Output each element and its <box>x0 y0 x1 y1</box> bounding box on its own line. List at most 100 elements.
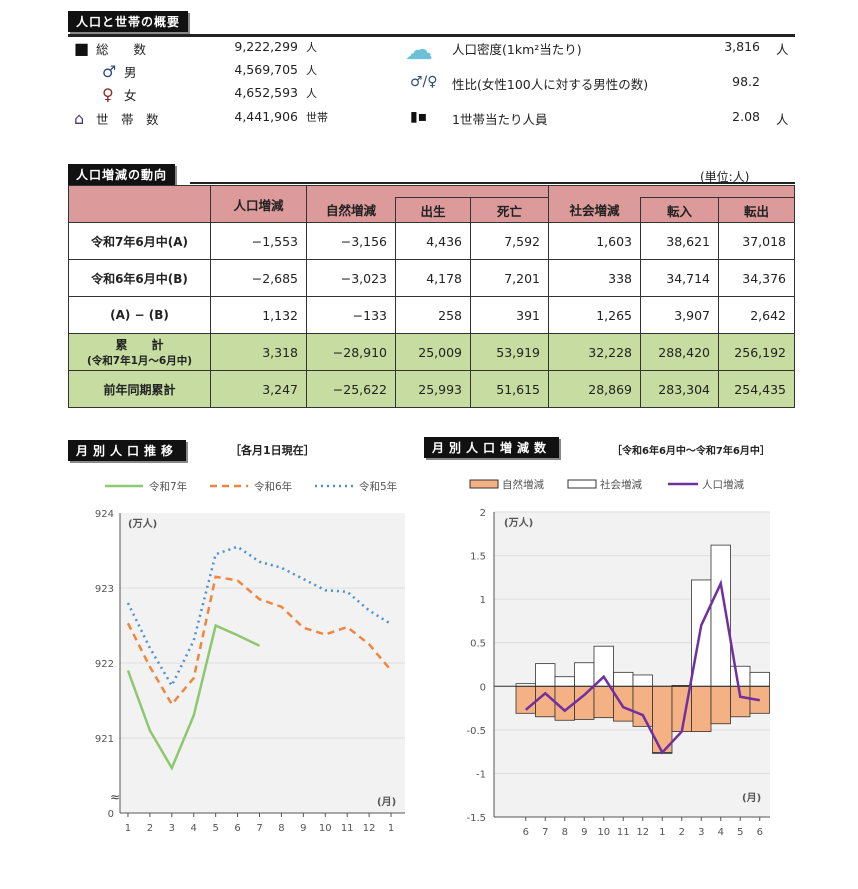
summary-value: 98.2 <box>732 74 760 89</box>
cell: 338 <box>548 259 641 297</box>
natural-bar <box>574 685 595 720</box>
x-tick-label: 4 <box>718 827 724 838</box>
header-birth: 出生 <box>395 197 471 223</box>
cell: 283,304 <box>640 370 719 408</box>
trend-title: 人口増減の動向 <box>68 164 176 185</box>
x-tick-label: 11 <box>341 823 354 834</box>
cell: 53,919 <box>470 333 549 371</box>
legend-label: 令和5年 <box>359 480 397 493</box>
social-bar <box>535 663 556 687</box>
series-line-0 <box>126 623 261 771</box>
header-death: 死亡 <box>470 197 549 223</box>
y-tick-label: 923 <box>95 584 114 595</box>
x-tick-label: 7 <box>256 823 262 834</box>
natural-bar <box>593 685 614 719</box>
chart2-subtitle: ［令和6年6月中～令和7年6月中］ <box>612 446 770 457</box>
total-line <box>524 579 760 755</box>
summary-unit: 人 <box>306 41 317 54</box>
summary-unit: 人 <box>306 87 317 100</box>
table-row: (A) − (B) 1,132 −133 258 391 1,265 3,907 2,642 <box>68 296 795 334</box>
x-axis-label: (月) <box>377 796 396 808</box>
social-bar <box>749 671 770 687</box>
chart1-title: 月別人口推移 <box>68 440 187 461</box>
x-tick-label: 5 <box>737 827 743 838</box>
x-tick-label: 6 <box>523 827 529 838</box>
cell: 391 <box>470 296 549 334</box>
cell: 7,201 <box>470 259 549 297</box>
y-tick-label: 0 <box>108 809 114 820</box>
cell: −3,023 <box>306 259 396 297</box>
person-icon: ■ <box>74 39 90 58</box>
cell: 4,178 <box>395 259 471 297</box>
social-bar <box>730 665 751 687</box>
cell: 288,420 <box>640 333 719 371</box>
axis-break-icon: ≈ <box>110 790 120 804</box>
x-tick-label: 9 <box>581 827 587 838</box>
divider <box>68 34 795 37</box>
x-tick-label: 8 <box>562 827 568 838</box>
cell: 254,435 <box>718 370 795 408</box>
cell: 3,318 <box>210 333 307 371</box>
social-bar <box>632 674 653 687</box>
summary-value: 9,222,299 <box>234 39 298 54</box>
monthly-change-chart: 21.510.50-0.5-1-1.56 7 8 9 10 11 12 1 2 3 4 5 6(万人)(… <box>466 478 770 838</box>
cell: −25,622 <box>306 370 396 408</box>
cell: 7,592 <box>470 222 549 260</box>
y-tick-label: 921 <box>95 734 114 745</box>
header-blank <box>68 185 211 223</box>
natural-bar <box>632 685 653 727</box>
x-tick-label: 12 <box>636 827 649 838</box>
table-row: 令和7年6月中(A) −1,553 −3,156 4,436 7,592 1,603 38,… <box>68 222 795 260</box>
x-tick-label: 2 <box>679 827 685 838</box>
cell: 25,009 <box>395 333 471 371</box>
table-row: 令和6年6月中(B) −2,685 −3,023 4,178 7,201 338 34,71… <box>68 259 795 297</box>
x-tick-label: 8 <box>278 823 284 834</box>
summary-label: 世 帯 数 <box>96 112 159 127</box>
x-tick-label: 11 <box>617 827 630 838</box>
legend-label: 人口増減 <box>702 478 744 491</box>
x-tick-label: 6 <box>757 827 763 838</box>
cell: 1,132 <box>210 296 307 334</box>
summary-value: 2.08 <box>732 109 760 124</box>
legend-label: 自然増減 <box>502 478 544 491</box>
y-tick-label: 922 <box>95 659 114 670</box>
legend-swatch <box>469 479 499 489</box>
divider <box>190 182 795 184</box>
x-tick-label: 12 <box>363 823 376 834</box>
summary-label: 人口密度(1km²当たり) <box>452 42 582 57</box>
summary-title: 人口と世帯の概要 <box>68 11 189 32</box>
x-tick-label: 1 <box>125 823 131 834</box>
table-row: 累 計 (令和7年1月～6月中) 3,318 −28,910 25,009 53,919 3… <box>68 333 795 371</box>
natural-bar <box>652 685 673 753</box>
cell: −3,156 <box>306 222 396 260</box>
cell: −1,553 <box>210 222 307 260</box>
female-icon: ♀ <box>102 85 114 104</box>
summary-label: 1世帯当たり人員 <box>452 112 548 127</box>
y-tick-label: 2 <box>480 508 486 519</box>
header-social-label: 社会増減 <box>548 197 641 223</box>
cell: 256,192 <box>718 333 795 371</box>
x-tick-label: 7 <box>542 827 548 838</box>
y-tick-label: -0.5 <box>466 726 486 737</box>
x-tick-label: 10 <box>319 823 332 834</box>
unit-label: (単位:人) <box>700 170 750 184</box>
chart1-subtitle: ［各月1日現在］ <box>230 444 315 457</box>
cell: 1,265 <box>548 296 641 334</box>
legend-label: 令和6年 <box>254 480 292 493</box>
trend-table: 人口増減 自然増減 出生 死亡 社会増減 転入 転出 令和7年6月中(A) −1,… <box>68 185 795 408</box>
social-bar <box>574 662 595 687</box>
header-natural <box>306 185 549 198</box>
x-tick-label: 6 <box>234 823 240 834</box>
cell: 1,603 <box>548 222 641 260</box>
table-row: 前年同期累計 3,247 −25,622 25,993 51,615 28,869 283,… <box>68 370 795 408</box>
cell: 3,907 <box>640 296 719 334</box>
header-natural-label: 自然増減 <box>306 197 396 223</box>
summary-unit: 人 <box>776 112 789 127</box>
social-bar <box>691 579 712 687</box>
y-axis-label: (万人) <box>128 517 157 530</box>
household-members-icon: ▮▪ <box>410 109 428 125</box>
x-tick-label: 3 <box>169 823 175 834</box>
cell: 34,714 <box>640 259 719 297</box>
social-bar <box>554 676 575 687</box>
